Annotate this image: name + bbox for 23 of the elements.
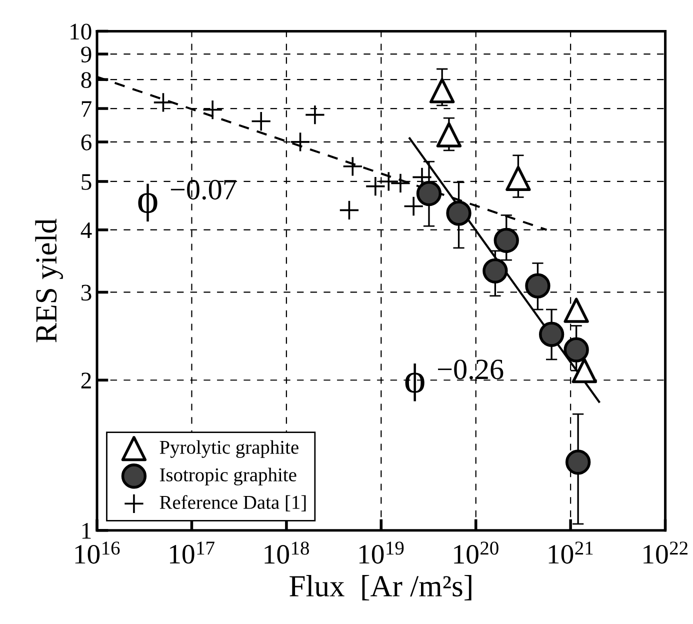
y-tick-label: 7 xyxy=(82,101,92,117)
y-tick-label: 8 xyxy=(81,72,92,88)
legend-label: Isotropic graphite xyxy=(160,468,296,486)
y-tick-label: 4 xyxy=(80,222,92,238)
y-tick-label: 6 xyxy=(81,134,92,150)
x-tick-label: 10$^{16}$ xyxy=(75,542,120,564)
x-tick-label: 10$^{18}$ xyxy=(264,542,309,564)
x-tick-label: 10$^{19}$ xyxy=(359,542,404,564)
annotation: ϕ $^{−0.07}$ xyxy=(138,180,236,222)
legend-label: Reference Data [1] xyxy=(160,495,306,512)
x-tick-label: 10$^{17}$ xyxy=(170,542,214,564)
y-tick-label: 1 xyxy=(82,523,91,539)
y-tick-label: 2 xyxy=(81,372,91,388)
y-axis-title: RES yield xyxy=(35,218,63,342)
x-tick-label: 10$^{22}$ xyxy=(644,542,688,564)
y-tick-label: 10 xyxy=(70,24,92,40)
x-tick-label: 10$^{21}$ xyxy=(548,542,593,564)
y-tick-label: 9 xyxy=(81,46,92,62)
y-tick-label: 5 xyxy=(82,174,92,190)
legend-label: Pyrolytic graphite xyxy=(160,440,298,458)
y-tick-label: 3 xyxy=(81,284,92,301)
x-tick-label: 10$^{20}$ xyxy=(454,542,498,564)
x-axis-title: Flux [Ar /m²s] xyxy=(290,575,472,600)
